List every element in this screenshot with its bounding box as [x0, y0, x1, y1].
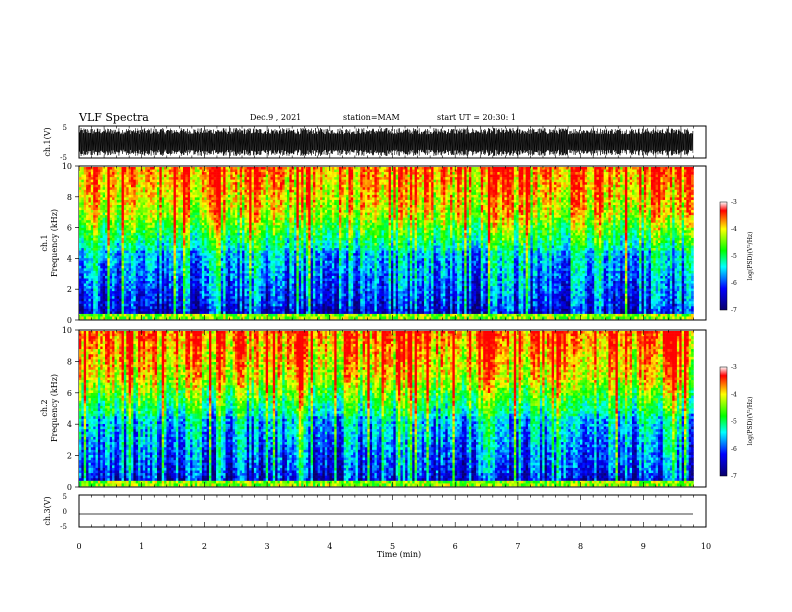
colorbar-ch2-ticks: -3 -4 -5 -6 -7 — [731, 364, 737, 480]
time-axis-ticks — [78, 126, 707, 527]
time-axis-labels: 0 1 2 3 4 5 6 7 8 9 10 — [76, 542, 711, 551]
xtick-label-8: 8 — [578, 542, 583, 551]
ch3-ytick-mid: 0 — [63, 508, 67, 516]
spec1-ytick-2: 2 — [67, 285, 72, 294]
start-time-label: start UT = 20:30: 1 — [437, 113, 516, 122]
spectrogram-ch2-yticks: 0 2 4 6 8 10 — [62, 326, 79, 492]
date-label: Dec.9 , 2021 — [250, 113, 301, 122]
colorbar-ch2-label: log(PSD)(V²/Hz) — [747, 397, 754, 446]
spec1-ytick-0: 0 — [67, 316, 72, 325]
xtick-label-10: 10 — [701, 542, 711, 551]
xtick-label-9: 9 — [641, 542, 646, 551]
cb1-tick--3: -3 — [731, 199, 737, 206]
cb2-tick--3: -3 — [731, 364, 737, 371]
spec2-ytick-8: 8 — [67, 357, 72, 366]
xtick-label-1: 1 — [139, 542, 144, 551]
waveform-ch3-panel: 5 0 -5 ch.3(V) — [43, 493, 707, 531]
spectrogram-ch1-panel: 0 2 4 6 8 10 ch.1 Frequency (kHz) — [40, 162, 707, 325]
spectrogram-ch2-ylabel-channel: ch.2 — [40, 399, 49, 416]
spec2-ytick-0: 0 — [67, 483, 72, 492]
colorbar-ch2-gradient — [719, 366, 728, 477]
spectrogram-ch1-image — [79, 167, 694, 320]
cb2-tick--4: -4 — [731, 391, 737, 398]
spectrogram-ch1-yticks: 0 2 4 6 8 10 — [62, 162, 79, 325]
xtick-label-3: 3 — [265, 542, 270, 551]
xtick-label-0: 0 — [76, 542, 81, 551]
xtick-label-2: 2 — [202, 542, 207, 551]
cb2-tick--7: -7 — [731, 473, 737, 480]
time-axis-title: Time (min) — [377, 550, 421, 559]
xtick-label-4: 4 — [327, 542, 332, 551]
xtick-label-6: 6 — [453, 542, 458, 551]
spec2-ytick-10: 10 — [62, 326, 72, 335]
cb1-tick--5: -5 — [731, 253, 737, 260]
cb1-tick--4: -4 — [731, 226, 737, 233]
spectrogram-ch1-ylabel-frequency: Frequency (kHz) — [50, 209, 59, 277]
colorbar-ch2: -3 -4 -5 -6 -7 log(PSD)(V²/Hz) — [719, 364, 754, 480]
spec1-ytick-10: 10 — [62, 162, 72, 171]
colorbar-ch1: -3 -4 -5 -6 -7 log(PSD)(V²/Hz) — [719, 199, 754, 314]
spec2-ytick-2: 2 — [67, 452, 72, 461]
cb2-tick--5: -5 — [731, 419, 737, 426]
waveform-ch3-frame — [78, 494, 707, 528]
waveform-ch1-ylabel: ch.1(V) — [43, 127, 52, 156]
spectrogram-ch2-ylabel-frequency: Frequency (kHz) — [50, 374, 59, 442]
station-label: station=MAM — [343, 113, 400, 122]
spectrogram-ch1-ylabel-channel: ch.1 — [40, 234, 49, 251]
xtick-label-7: 7 — [515, 542, 520, 551]
spec1-ytick-6: 6 — [67, 224, 72, 233]
cb2-tick--6: -6 — [731, 446, 737, 453]
colorbar-ch1-gradient — [719, 201, 728, 311]
spectrogram-ch2-image — [79, 331, 694, 487]
spec1-ytick-4: 4 — [67, 254, 72, 263]
figure-title: VLF Spectra — [79, 111, 149, 124]
waveform-ch1-panel: 5 -5 ch.1(V) — [43, 124, 707, 162]
waveform-ch1-trace — [78, 127, 694, 157]
cb1-tick--7: -7 — [731, 307, 737, 314]
ch3-ytick-top: 5 — [63, 493, 67, 501]
spectrogram-ch2-panel: 0 2 4 6 8 10 ch.2 Frequency (kHz) — [40, 326, 707, 492]
spec1-ytick-8: 8 — [67, 193, 72, 202]
ch3-ytick-bottom: -5 — [60, 523, 67, 531]
cb1-tick--6: -6 — [731, 280, 737, 287]
waveform-ch3-ylabel: ch.3(V) — [43, 496, 52, 525]
colorbar-ch1-label: log(PSD)(V²/Hz) — [747, 232, 754, 281]
xtick-label-5: 5 — [390, 542, 395, 551]
spec2-ytick-4: 4 — [67, 420, 72, 429]
spec2-ytick-6: 6 — [67, 389, 72, 398]
ch1-ytick-top: 5 — [63, 124, 67, 132]
colorbar-ch1-ticks: -3 -4 -5 -6 -7 — [731, 199, 737, 314]
ch1-ytick-bottom: -5 — [60, 154, 67, 162]
